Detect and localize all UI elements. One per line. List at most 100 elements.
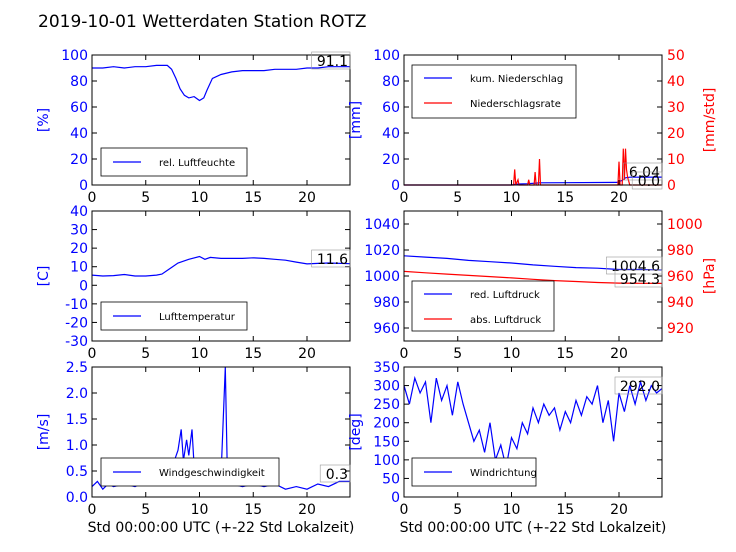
figure-title: 2019-10-01 Wetterdaten Station ROTZ — [38, 12, 367, 32]
y-tick-label-right: 40 — [667, 74, 685, 90]
x-tick-label: 20 — [298, 190, 316, 206]
y-tick-label: 30 — [70, 223, 88, 239]
subplot-2: 0 5 10 15 20 0 20 40 60 80 100 0 10 20 30 40 50 [mm] [mm/s… — [348, 48, 718, 206]
subplot-4: 0 5 10 15 20 960 980 1000 1020 1040 920 940 960 980 10… — [364, 210, 718, 362]
subplot-5: 0 5 10 15 20 0.0 0.5 1.0 1.5 2.0 2.5 [m/s] Windgesch… — [36, 360, 351, 518]
x-tick-label: 0 — [400, 346, 409, 362]
y-tick-label: 20 — [70, 152, 88, 168]
y-tick-label: 40 — [382, 126, 400, 142]
y-axis-label-right: [hPa] — [702, 258, 718, 294]
value-annotation: 954.3 — [620, 272, 660, 288]
y-tick-label: 80 — [382, 74, 400, 90]
value-annotation-box — [631, 171, 663, 190]
y-tick-label: -30 — [65, 334, 88, 350]
y-tick-label-right: 10 — [667, 152, 685, 168]
y-tick-label: -20 — [65, 315, 88, 331]
subplot-6: 0 5 10 15 20050100150200250300350[deg]Windri… — [348, 360, 663, 518]
y-axis-label: [mm] — [348, 101, 364, 139]
y-tick-label-right: 980 — [667, 243, 694, 259]
value-annotation: 11.6 — [317, 252, 348, 268]
plot-frame — [91, 366, 351, 498]
y-tick-label-right: 1000 — [667, 217, 703, 233]
x-tick-label: 10 — [503, 190, 521, 206]
y-tick-label: 60 — [70, 100, 88, 116]
value-annotation: 0.0 — [638, 174, 660, 190]
y-tick-label: 10 — [70, 260, 88, 276]
y-tick-label: 100 — [61, 48, 88, 64]
series-line-1 — [404, 176, 663, 186]
y-tick-label: 0 — [79, 178, 88, 194]
y-tick-label: -10 — [65, 297, 88, 313]
x-tick-label: 10 — [503, 502, 521, 518]
x-tick-label: 10 — [191, 346, 209, 362]
x-tick-label: 15 — [556, 346, 574, 362]
y-tick-label: 50 — [382, 471, 400, 487]
legend-label: Niederschlagsrate — [470, 99, 561, 110]
x-tick-label: 5 — [141, 190, 150, 206]
y-tick-label-right: 20 — [667, 126, 685, 142]
value-annotation: 0.3 — [326, 467, 348, 483]
plot-frame — [403, 366, 663, 498]
legend-box — [411, 64, 577, 119]
x-tick-label: 20 — [298, 502, 316, 518]
x-tick-label: 0 — [400, 502, 409, 518]
y-tick-label: 20 — [70, 241, 88, 257]
y-tick-label: 0 — [391, 490, 400, 506]
plot-frame — [91, 210, 351, 342]
series-line-1 — [403, 375, 663, 468]
value-annotation-box — [623, 162, 663, 181]
y-tick-label: 0.0 — [66, 490, 88, 506]
x-tick-label: 5 — [453, 190, 462, 206]
y-tick-label: 1000 — [364, 269, 400, 285]
subplot-3: 0 5 10 15 20 -30 -20 -10 0 10 20 30 40 [C] Lufttempera… — [36, 204, 351, 362]
x-tick-label: 5 — [453, 346, 462, 362]
y-tick-label: 1020 — [364, 243, 400, 259]
y-tick-label: 1040 — [364, 217, 400, 233]
x-tick-label: 0 — [400, 190, 409, 206]
legend-label: Lufttemperatur — [159, 312, 236, 323]
legend-label: kum. Niederschlag — [470, 74, 563, 85]
value-annotation: 1004.6 — [611, 259, 660, 275]
y-tick-label-right: 50 — [667, 48, 685, 64]
y-tick-label: 2.5 — [66, 360, 88, 376]
x-axis-label-left: Std 00:00:00 UTC (+-22 Std Lokalzeit) — [88, 520, 355, 536]
y-tick-label: 0 — [391, 178, 400, 194]
value-annotation: 292.0 — [620, 379, 660, 395]
value-annotation: 91.1 — [317, 54, 348, 70]
y-tick-label: 250 — [373, 397, 400, 413]
x-tick-label: 10 — [191, 190, 209, 206]
value-annotation-box — [311, 249, 351, 268]
y-tick-label: 1.0 — [66, 438, 88, 454]
y-axis-label-right: [mm/std] — [702, 88, 718, 153]
y-tick-label: 80 — [70, 74, 88, 90]
x-tick-label: 15 — [244, 346, 262, 362]
series-line-1 — [92, 64, 350, 102]
y-tick-label: 350 — [373, 360, 400, 376]
y-tick-label: 200 — [373, 416, 400, 432]
value-annotation-box — [606, 256, 663, 275]
x-tick-label: 0 — [88, 190, 97, 206]
legend-label: red. Luftdruck — [470, 290, 540, 301]
legend-label: Windrichtung — [470, 468, 537, 479]
y-tick-label-right: 940 — [667, 295, 694, 311]
series-line-2 — [403, 270, 663, 284]
y-tick-label: 20 — [382, 152, 400, 168]
plot-frame — [91, 54, 351, 186]
y-tick-label: 960 — [373, 321, 400, 337]
series-line-1 — [91, 255, 351, 277]
y-tick-label: 40 — [70, 126, 88, 142]
subplot-1: 0 5 10 15 20 0 20 40 60 80 100 [%] rel. Luftfeuchte 9… — [36, 48, 351, 206]
y-tick-label: 2.0 — [66, 386, 88, 402]
y-tick-label: 40 — [70, 204, 88, 220]
y-tick-label: 300 — [373, 379, 400, 395]
y-tick-label-right: 920 — [667, 321, 694, 337]
x-tick-label: 20 — [610, 190, 628, 206]
y-tick-label-right: 30 — [667, 100, 685, 116]
legend-box — [411, 280, 555, 332]
x-tick-label: 5 — [141, 346, 150, 362]
x-tick-label: 20 — [298, 346, 316, 362]
value-annotation-box — [614, 269, 663, 288]
x-tick-label: 0 — [88, 502, 97, 518]
x-tick-label: 20 — [610, 502, 628, 518]
